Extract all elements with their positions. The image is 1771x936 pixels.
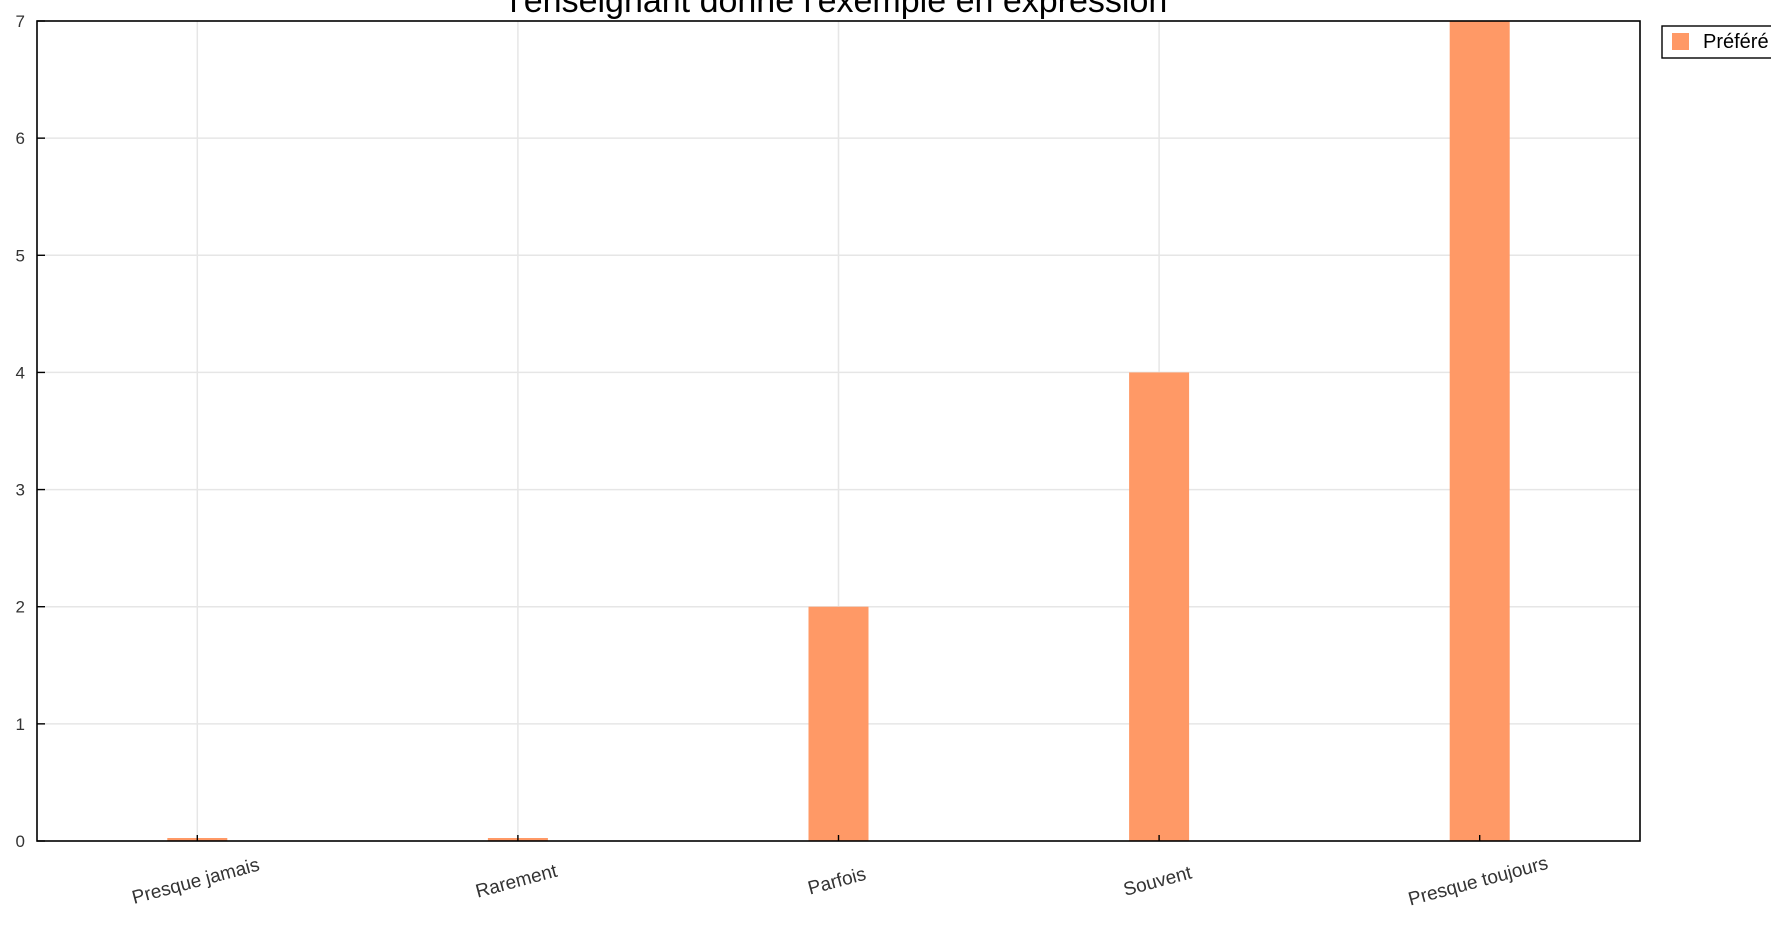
y-tick-label: 2 bbox=[16, 598, 25, 617]
x-tick-label: Rarement bbox=[473, 861, 560, 903]
bar bbox=[808, 606, 869, 841]
bar bbox=[1129, 372, 1190, 841]
y-tick-label: 6 bbox=[16, 129, 25, 148]
x-tick-label: Presque jamais bbox=[130, 855, 262, 909]
y-tick-label: 3 bbox=[16, 481, 25, 500]
x-tick-label: Presque toujours bbox=[1406, 853, 1550, 910]
axis-ticks bbox=[37, 20, 1481, 842]
chart-title: l'enseignant donne l'exemple en expressi… bbox=[510, 0, 1168, 20]
x-tick-label: Souvent bbox=[1121, 862, 1194, 901]
y-tick-label: 4 bbox=[16, 363, 25, 382]
y-axis-tick-labels: 0 1 2 3 4 5 6 7 bbox=[16, 12, 25, 851]
y-tick-label: 7 bbox=[16, 12, 25, 31]
y-tick-label: 1 bbox=[16, 715, 25, 734]
x-axis-tick-labels: Presque jamais Rarement Parfois Souvent Pres… bbox=[130, 853, 1550, 910]
x-tick-label: Parfois bbox=[806, 864, 869, 900]
y-tick-label: 0 bbox=[16, 832, 25, 851]
bar bbox=[1449, 21, 1510, 841]
legend-swatch bbox=[1672, 33, 1689, 50]
y-tick-label: 5 bbox=[16, 246, 25, 265]
legend-label: Préféré bbox=[1703, 31, 1769, 53]
legend: Préféré bbox=[1661, 25, 1771, 59]
